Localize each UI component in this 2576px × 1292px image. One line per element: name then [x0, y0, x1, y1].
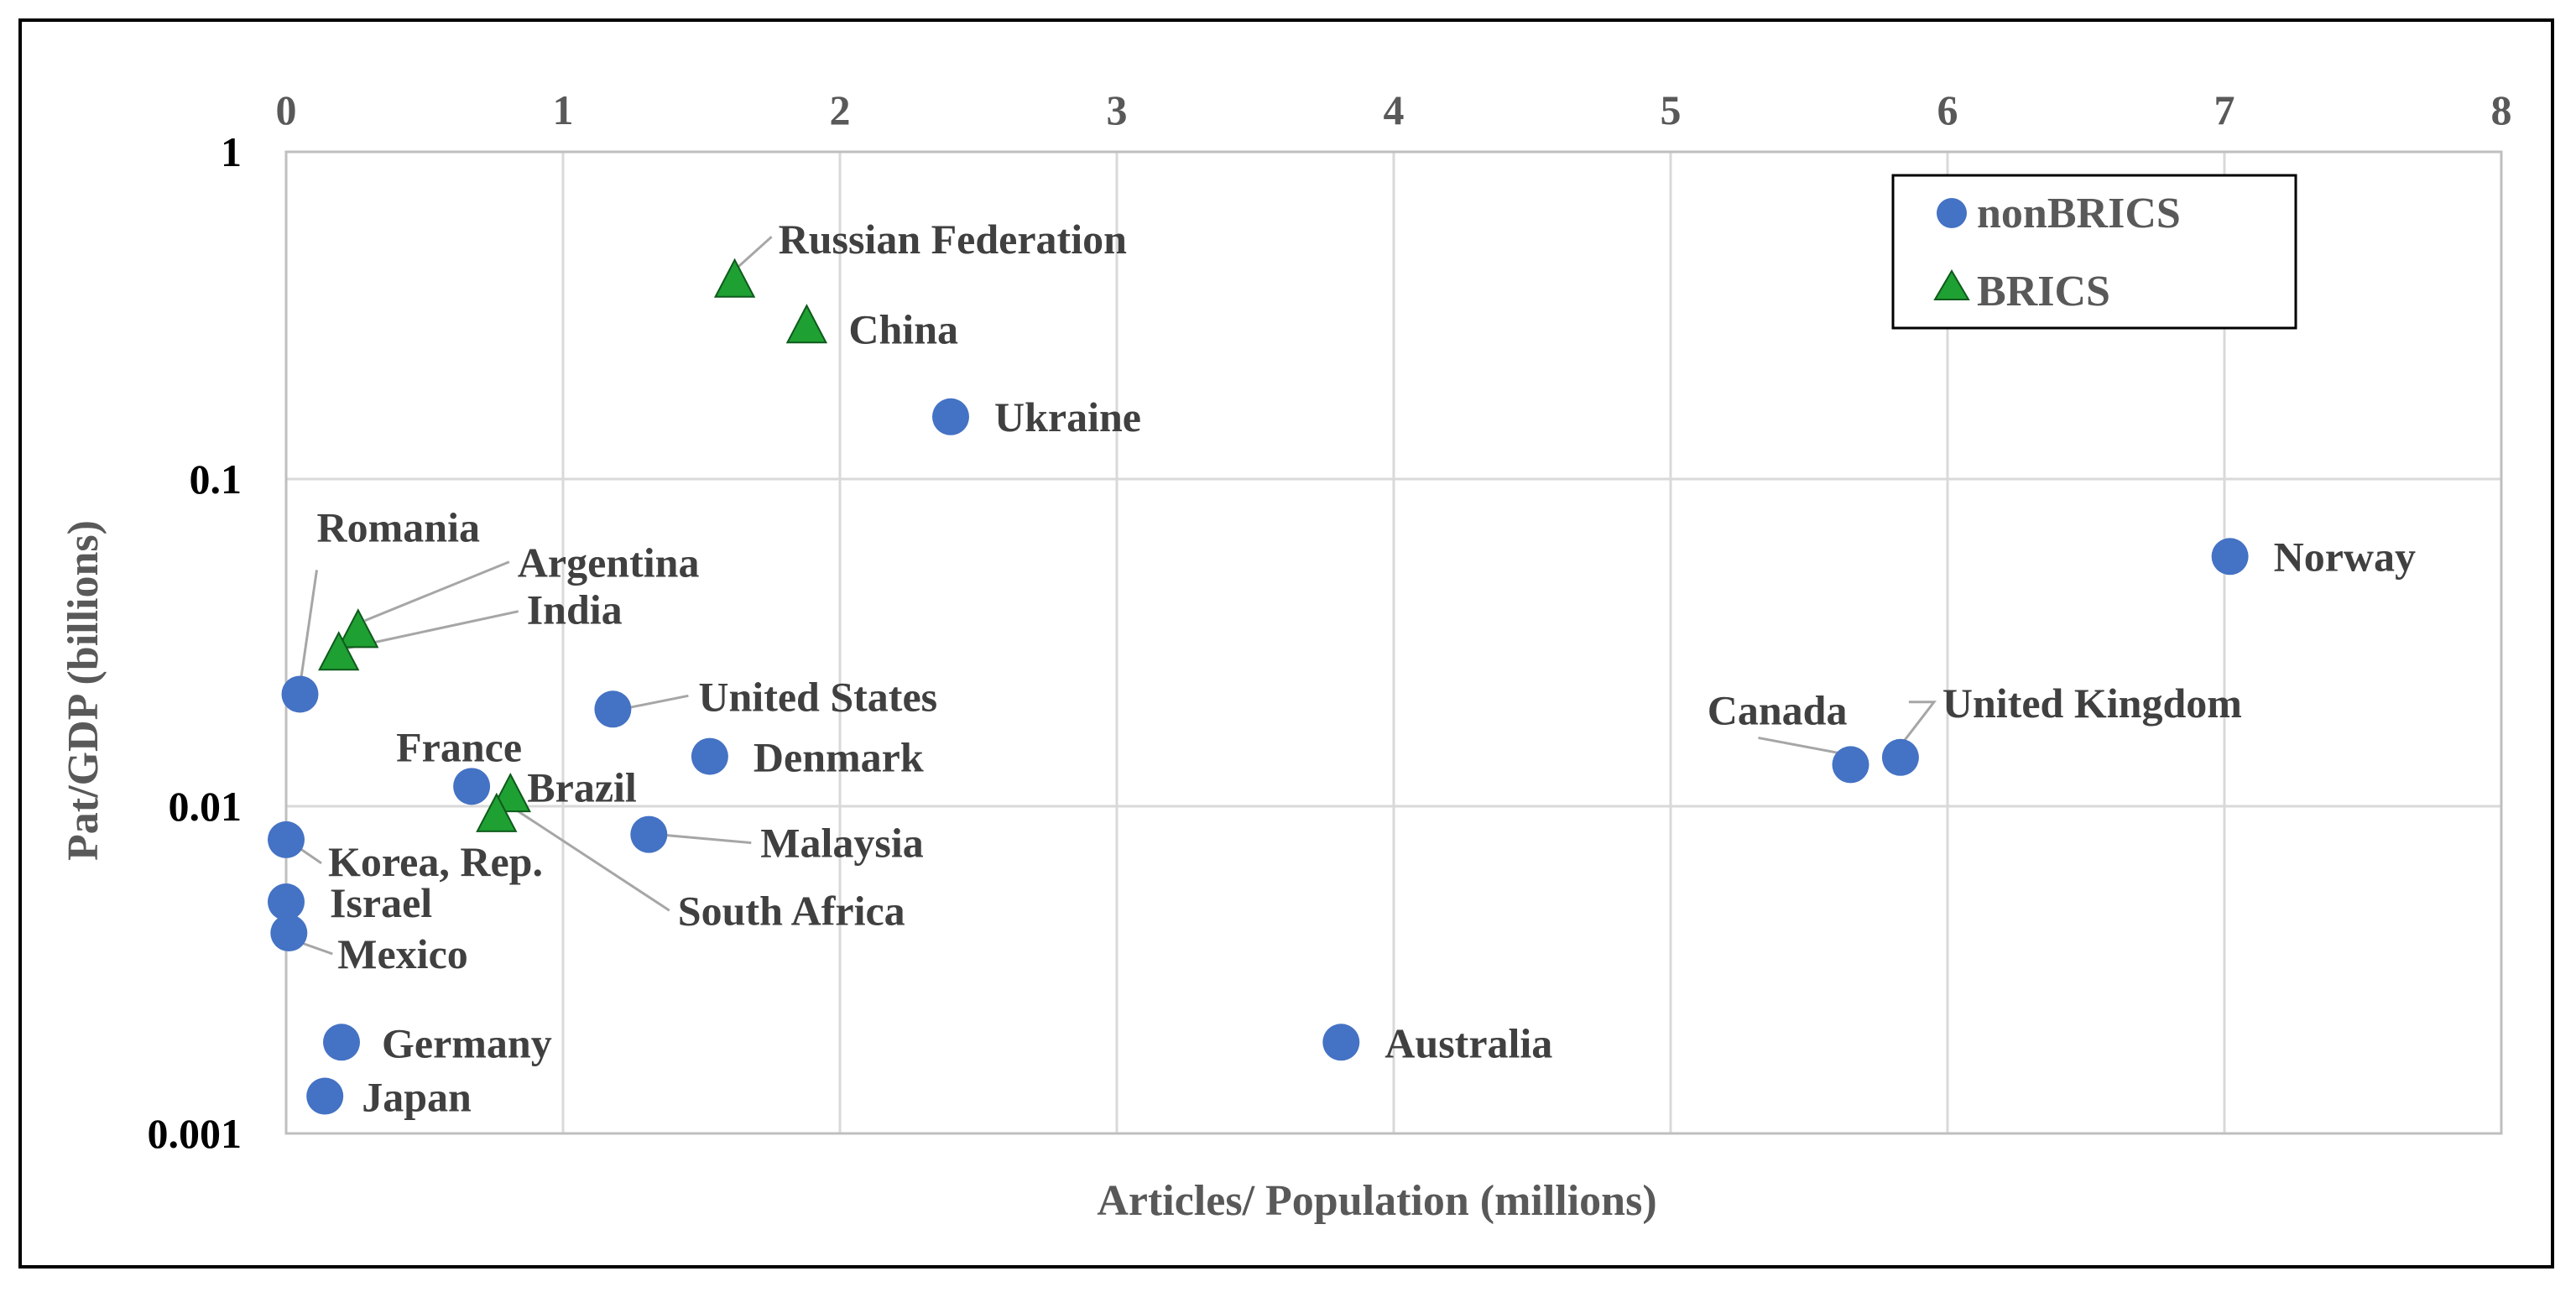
x-axis-title: Articles/ Population (millions) [1097, 1177, 1656, 1225]
data-label-united-kingdom: United Kingdom [1942, 680, 2242, 727]
plot-area-border [284, 150, 2503, 1135]
point-ukraine [932, 398, 969, 435]
data-label-brazil: Brazil [527, 764, 637, 811]
data-label-japan: Japan [362, 1074, 472, 1121]
point-united-states [594, 690, 632, 728]
data-label-norway: Norway [2274, 533, 2416, 580]
x-tick-label: 0 [276, 86, 297, 133]
y-tick-label: 0.1 [190, 456, 242, 503]
data-label-germany: Germany [382, 1019, 552, 1066]
data-label-canada: Canada [1708, 686, 1848, 733]
point-romania [281, 675, 319, 713]
legend: nonBRICS BRICS [1891, 174, 2297, 330]
data-label-korea-rep: Korea, Rep. [328, 838, 543, 885]
y-tick-label: 0.001 [148, 1110, 242, 1157]
point-australia [1322, 1024, 1360, 1061]
leader-line-russian-federation [737, 236, 773, 268]
point-china [785, 304, 828, 344]
data-label-china: China [848, 306, 958, 353]
data-label-mexico: Mexico [337, 930, 467, 977]
y-axis-title: Pat/GDP (billions) [60, 520, 107, 861]
leader-line-united-states [621, 694, 689, 711]
point-germany [323, 1024, 360, 1061]
x-tick-label: 1 [553, 86, 574, 133]
data-label-united-states: United States [698, 673, 937, 720]
point-argentina [337, 608, 379, 649]
x-tick-label: 6 [1937, 86, 1958, 133]
x-tick-label: 4 [1384, 86, 1405, 133]
point-canada [1832, 746, 1869, 784]
data-points [268, 258, 2249, 1115]
point-israel [268, 883, 305, 921]
point-south-africa [476, 792, 518, 832]
leader-line-malaysia [657, 833, 752, 845]
leader-line-canada [1758, 736, 1848, 756]
data-label-denmark: Denmark [754, 734, 924, 781]
point-france [453, 768, 491, 805]
x-tick-label: 3 [1107, 86, 1128, 133]
chart-frame: 0 1 2 3 4 5 6 7 8 0.001 0.01 0.1 1 Ukraine Norway Roma… [18, 18, 2554, 1269]
y-tick-label: 0.01 [169, 783, 242, 830]
point-malaysia [630, 815, 668, 853]
leader-line-south-africa [512, 807, 670, 912]
x-tick-label: 2 [830, 86, 851, 133]
data-label-malaysia: Malaysia [760, 820, 923, 867]
legend-nonbrics-label: nonBRICS [1977, 190, 2181, 237]
data-label-india: India [527, 586, 623, 633]
data-label-australia: Australia [1384, 1019, 1552, 1066]
data-label-russian-federation: Russian Federation [779, 216, 1128, 263]
y-tick-label: 1 [221, 128, 242, 175]
data-label-south-africa: South Africa [678, 887, 905, 934]
legend-brics-label: BRICS [1977, 268, 2110, 315]
legend-nonbrics-marker [1937, 198, 1967, 228]
point-mexico [270, 914, 308, 952]
point-denmark [691, 737, 728, 775]
data-labels: Ukraine Norway Romania United States Denmark… [317, 216, 2417, 1120]
leader-line-argentina [364, 560, 510, 623]
point-united-kingdom [1881, 738, 1919, 776]
point-russian-federation [713, 258, 756, 298]
data-label-argentina: Argentina [518, 539, 700, 586]
point-korea-rep [268, 821, 305, 858]
point-india [318, 631, 360, 671]
point-japan [306, 1077, 344, 1115]
x-tick-label: 7 [2214, 86, 2235, 133]
data-label-ukraine: Ukraine [994, 393, 1141, 440]
point-norway [2211, 538, 2249, 576]
data-label-france: France [396, 723, 522, 770]
leader-line-united-kingdom [1899, 701, 1937, 747]
data-label-romania: Romania [317, 503, 480, 550]
x-tick-label: 5 [1661, 86, 1682, 133]
legend-brics-marker [1933, 269, 1970, 300]
x-tick-label: 8 [2491, 86, 2512, 133]
leader-line-romania [299, 570, 318, 686]
data-label-israel: Israel [330, 879, 432, 926]
